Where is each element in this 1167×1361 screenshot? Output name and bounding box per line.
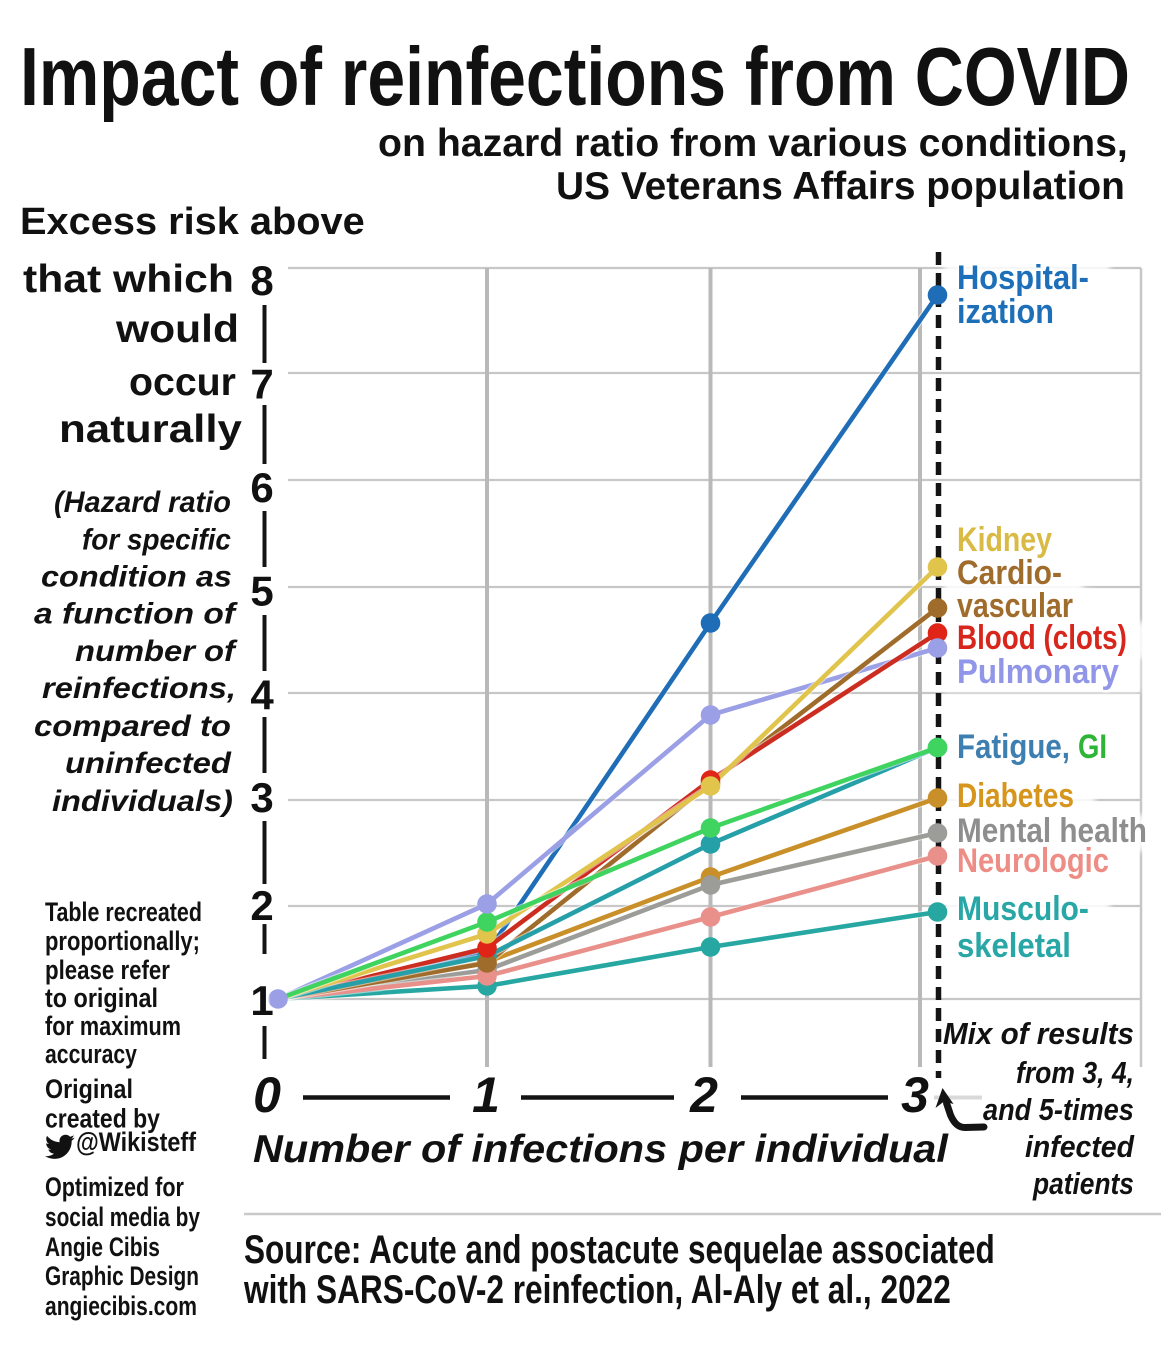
svg-text:6: 6 — [250, 464, 273, 511]
svg-text:US Veterans Affairs population: US Veterans Affairs population — [556, 165, 1125, 208]
svg-text:0: 0 — [253, 1067, 281, 1123]
svg-text:individuals): individuals) — [52, 784, 233, 818]
svg-text:skeletal: skeletal — [957, 927, 1071, 965]
svg-text:ization: ization — [957, 293, 1054, 331]
svg-text:that which: that which — [23, 257, 234, 301]
svg-text:reinfections,: reinfections, — [42, 671, 236, 705]
svg-text:4: 4 — [250, 672, 274, 719]
svg-text:angiecibis.com: angiecibis.com — [45, 1292, 197, 1322]
svg-text:to original: to original — [45, 983, 158, 1013]
svg-text:and 5-times: and 5-times — [983, 1093, 1134, 1127]
svg-text:social media by: social media by — [45, 1202, 200, 1232]
svg-text:5: 5 — [250, 568, 273, 615]
svg-text:from 3, 4,: from 3, 4, — [1016, 1056, 1134, 1090]
svg-text:@Wikisteff: @Wikisteff — [76, 1127, 197, 1157]
svg-text:accuracy: accuracy — [45, 1040, 137, 1070]
svg-text:Mix of results: Mix of results — [943, 1017, 1134, 1051]
svg-text:Hospital-: Hospital- — [957, 259, 1089, 297]
svg-text:Table recreated: Table recreated — [45, 898, 202, 928]
svg-text:condition as: condition as — [41, 560, 232, 594]
svg-text:Graphic Design: Graphic Design — [45, 1261, 199, 1291]
svg-text:Impact of reinfections from CO: Impact of reinfections from COVID — [20, 31, 1130, 124]
svg-text:7: 7 — [250, 361, 273, 408]
svg-text:Kidney: Kidney — [957, 521, 1052, 559]
svg-text:Angie Cibis: Angie Cibis — [45, 1233, 160, 1263]
svg-text:Neurologic: Neurologic — [957, 841, 1109, 880]
svg-text:2: 2 — [689, 1067, 718, 1123]
svg-text:Excess risk above: Excess risk above — [20, 201, 365, 243]
svg-text:8: 8 — [250, 257, 273, 304]
svg-text:uninfected: uninfected — [65, 746, 232, 779]
svg-text:number of: number of — [75, 634, 239, 667]
svg-text:patients: patients — [1032, 1167, 1134, 1201]
svg-text:Mental health: Mental health — [957, 811, 1147, 849]
svg-text:created by: created by — [45, 1104, 160, 1134]
svg-text:Diabetes: Diabetes — [957, 776, 1074, 814]
svg-text:for maximum: for maximum — [45, 1012, 181, 1042]
svg-text:a function of: a function of — [34, 596, 239, 630]
svg-text:for specific: for specific — [82, 524, 231, 557]
svg-text:Blood (clots): Blood (clots) — [957, 618, 1127, 656]
svg-text:infected: infected — [1025, 1130, 1135, 1164]
svg-text:Fatigue,: Fatigue, — [957, 727, 1070, 765]
svg-text:1: 1 — [250, 977, 273, 1024]
svg-text:3: 3 — [901, 1067, 929, 1123]
svg-text:would: would — [115, 307, 239, 351]
svg-text:occur: occur — [129, 361, 236, 404]
svg-text:Musculo-: Musculo- — [957, 889, 1089, 927]
svg-text:(Hazard ratio: (Hazard ratio — [54, 486, 231, 520]
svg-text:Number of infections per indiv: Number of infections per individual — [253, 1127, 949, 1171]
svg-text:proportionally;: proportionally; — [45, 927, 200, 957]
svg-text:Source: Acute and postacute se: Source: Acute and postacute sequelae ass… — [244, 1226, 995, 1272]
svg-text:1: 1 — [472, 1067, 500, 1123]
svg-text:GI: GI — [1078, 727, 1107, 766]
svg-text:with SARS-CoV-2 reinfection, A: with SARS-CoV-2 reinfection, Al-Aly et a… — [243, 1266, 951, 1311]
svg-text:on hazard ratio from various c: on hazard ratio from various conditions, — [378, 122, 1128, 165]
svg-text:2: 2 — [250, 882, 273, 929]
svg-text:Original: Original — [45, 1074, 133, 1104]
svg-text:compared to: compared to — [34, 709, 231, 742]
svg-text:Cardio-: Cardio- — [957, 553, 1062, 591]
svg-text:naturally: naturally — [59, 406, 242, 450]
svg-text:Pulmonary: Pulmonary — [957, 652, 1119, 690]
svg-text:3: 3 — [250, 774, 273, 821]
svg-text:Optimized for: Optimized for — [45, 1173, 184, 1203]
svg-text:vascular: vascular — [957, 587, 1073, 625]
svg-text:please refer: please refer — [45, 956, 170, 985]
